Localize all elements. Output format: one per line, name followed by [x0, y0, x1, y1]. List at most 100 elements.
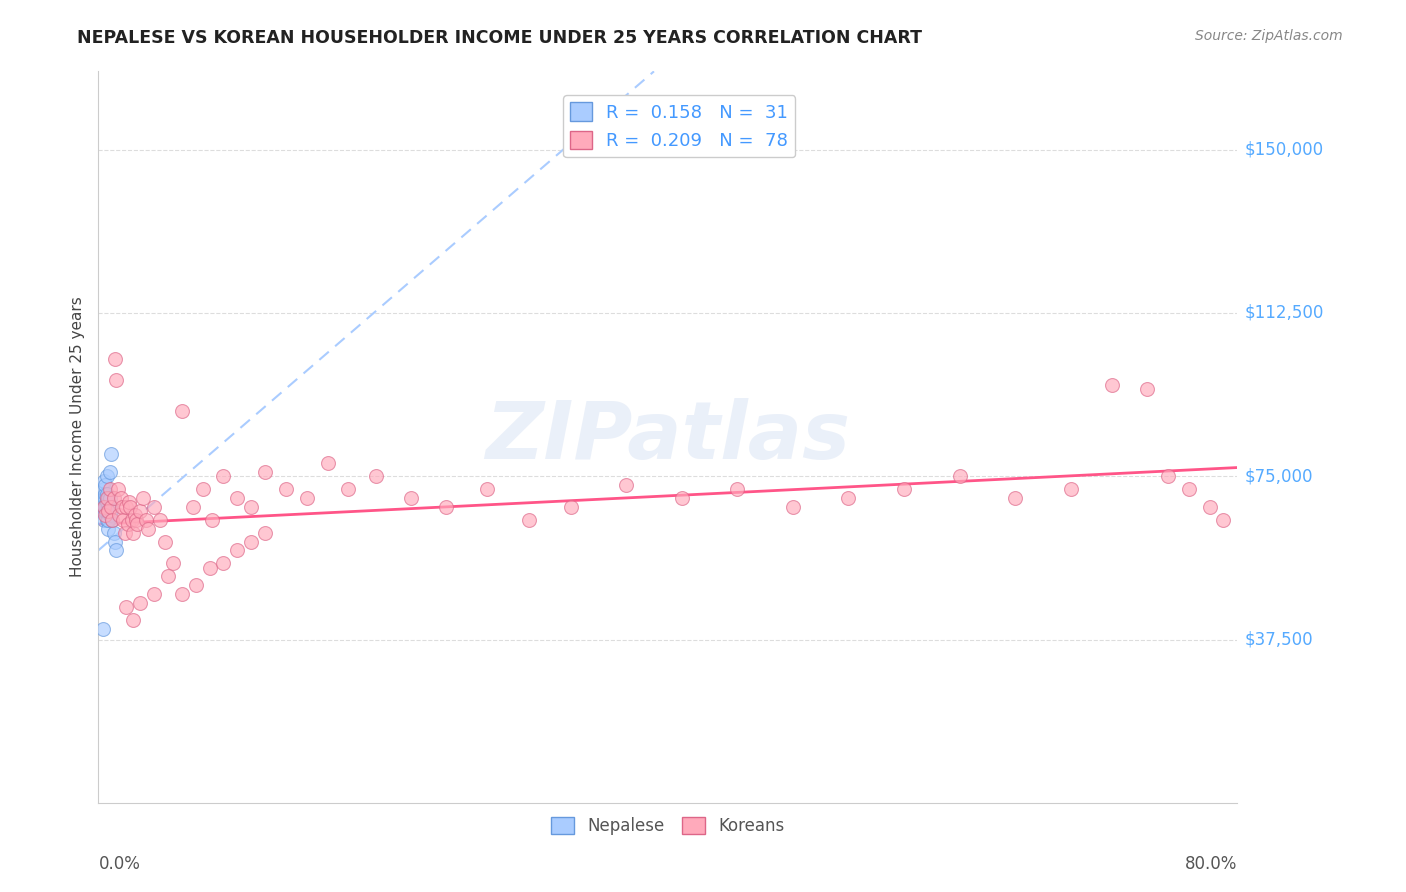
Point	[98, 465, 121, 479]
Point	[129, 504, 152, 518]
Point	[1059, 483, 1081, 497]
Point	[316, 456, 339, 470]
Point	[143, 587, 166, 601]
Point	[100, 448, 122, 462]
Point	[124, 508, 146, 523]
Point	[148, 513, 170, 527]
Point	[132, 491, 155, 505]
Point	[226, 491, 249, 505]
Text: $150,000: $150,000	[1244, 141, 1323, 159]
Point	[240, 500, 263, 514]
Point	[201, 513, 224, 527]
Point	[399, 491, 422, 505]
Point	[93, 474, 115, 488]
Legend: Nepalese, Koreans: Nepalese, Koreans	[544, 811, 792, 842]
Text: 80.0%: 80.0%	[1185, 855, 1237, 873]
Point	[100, 504, 122, 518]
Text: $112,500: $112,500	[1244, 304, 1323, 322]
Point	[125, 513, 148, 527]
Point	[96, 513, 118, 527]
Point	[97, 513, 120, 527]
Point	[103, 525, 125, 540]
Point	[295, 491, 318, 505]
Point	[129, 595, 152, 609]
Point	[138, 521, 160, 535]
Point	[120, 500, 142, 514]
Point	[97, 504, 120, 518]
Point	[837, 491, 859, 505]
Point	[1212, 513, 1234, 527]
Point	[93, 491, 115, 505]
Point	[94, 478, 117, 492]
Point	[100, 500, 122, 514]
Point	[1101, 377, 1123, 392]
Point	[517, 513, 540, 527]
Point	[254, 525, 277, 540]
Point	[101, 513, 124, 527]
Point	[104, 351, 127, 366]
Point	[98, 500, 121, 514]
Point	[114, 525, 136, 540]
Point	[127, 517, 149, 532]
Point	[191, 483, 214, 497]
Point	[101, 513, 124, 527]
Point	[96, 491, 118, 505]
Point	[115, 599, 138, 614]
Point	[121, 513, 143, 527]
Point	[434, 500, 457, 514]
Text: $37,500: $37,500	[1244, 631, 1313, 648]
Point	[170, 587, 193, 601]
Point	[948, 469, 970, 483]
Point	[212, 557, 235, 571]
Point	[98, 483, 121, 497]
Point	[104, 534, 127, 549]
Point	[1177, 483, 1199, 497]
Point	[1004, 491, 1026, 505]
Text: NEPALESE VS KOREAN HOUSEHOLDER INCOME UNDER 25 YEARS CORRELATION CHART: NEPALESE VS KOREAN HOUSEHOLDER INCOME UN…	[77, 29, 922, 46]
Point	[91, 504, 114, 518]
Point	[94, 508, 117, 523]
Point	[97, 521, 120, 535]
Point	[110, 491, 132, 505]
Point	[337, 483, 360, 497]
Point	[254, 465, 277, 479]
Point	[115, 500, 138, 514]
Point	[122, 525, 145, 540]
Point	[782, 500, 804, 514]
Point	[96, 469, 118, 483]
Point	[97, 504, 120, 518]
Point	[91, 622, 114, 636]
Point	[108, 508, 131, 523]
Point	[98, 491, 121, 505]
Point	[97, 491, 120, 505]
Point	[170, 404, 193, 418]
Y-axis label: Householder Income Under 25 years: Householder Income Under 25 years	[69, 297, 84, 577]
Point	[117, 517, 139, 532]
Point	[107, 483, 129, 497]
Point	[671, 491, 693, 505]
Point	[477, 483, 499, 497]
Point	[96, 495, 118, 509]
Point	[93, 483, 115, 497]
Point	[1136, 382, 1159, 396]
Point	[274, 483, 297, 497]
Text: 0.0%: 0.0%	[98, 855, 141, 873]
Point	[240, 534, 263, 549]
Point	[94, 500, 117, 514]
Point	[118, 495, 141, 509]
Point	[181, 500, 204, 514]
Point	[96, 486, 118, 500]
Point	[226, 543, 249, 558]
Point	[156, 569, 179, 583]
Point	[93, 500, 115, 514]
Point	[96, 504, 118, 518]
Text: Source: ZipAtlas.com: Source: ZipAtlas.com	[1195, 29, 1343, 43]
Text: ZIPatlas: ZIPatlas	[485, 398, 851, 476]
Point	[94, 491, 117, 505]
Point	[112, 513, 135, 527]
Point	[143, 500, 166, 514]
Point	[111, 500, 134, 514]
Text: $75,000: $75,000	[1244, 467, 1313, 485]
Point	[105, 543, 128, 558]
Point	[122, 613, 145, 627]
